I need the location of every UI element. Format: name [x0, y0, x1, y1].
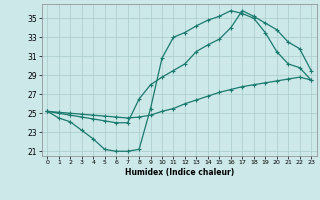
X-axis label: Humidex (Indice chaleur): Humidex (Indice chaleur) — [124, 168, 234, 177]
